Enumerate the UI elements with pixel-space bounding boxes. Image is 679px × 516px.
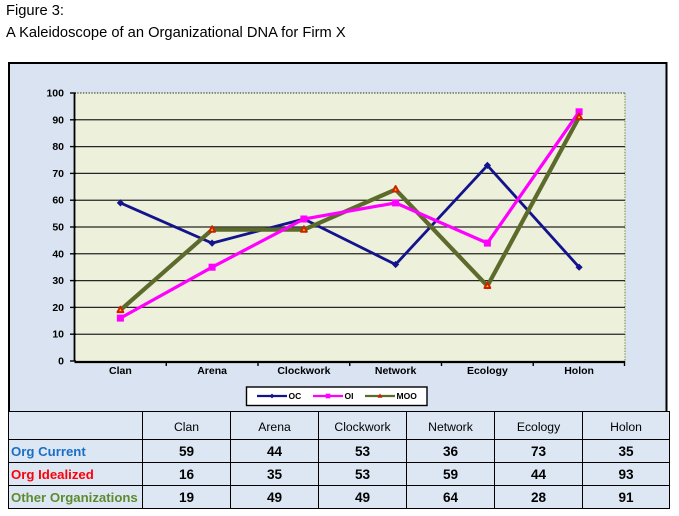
svg-text:OI: OI [345,391,354,401]
svg-text:40: 40 [52,248,64,260]
svg-text:50: 50 [52,222,64,234]
svg-text:20: 20 [52,302,64,314]
svg-text:Clockwork: Clockwork [277,365,330,377]
svg-text:Network: Network [375,365,417,377]
svg-text:60: 60 [52,195,64,207]
svg-text:Arena: Arena [197,365,227,377]
svg-text:Clan: Clan [109,365,132,377]
svg-text:70: 70 [52,168,64,180]
svg-text:MOO: MOO [397,391,418,401]
svg-text:OC: OC [289,391,302,401]
svg-text:Holon: Holon [564,365,594,377]
svg-text:Ecology: Ecology [467,365,508,377]
svg-text:100: 100 [46,88,64,100]
svg-text:30: 30 [52,275,64,287]
svg-text:10: 10 [52,329,64,341]
svg-text:90: 90 [52,114,64,126]
svg-text:0: 0 [58,356,64,368]
svg-text:80: 80 [52,141,64,153]
